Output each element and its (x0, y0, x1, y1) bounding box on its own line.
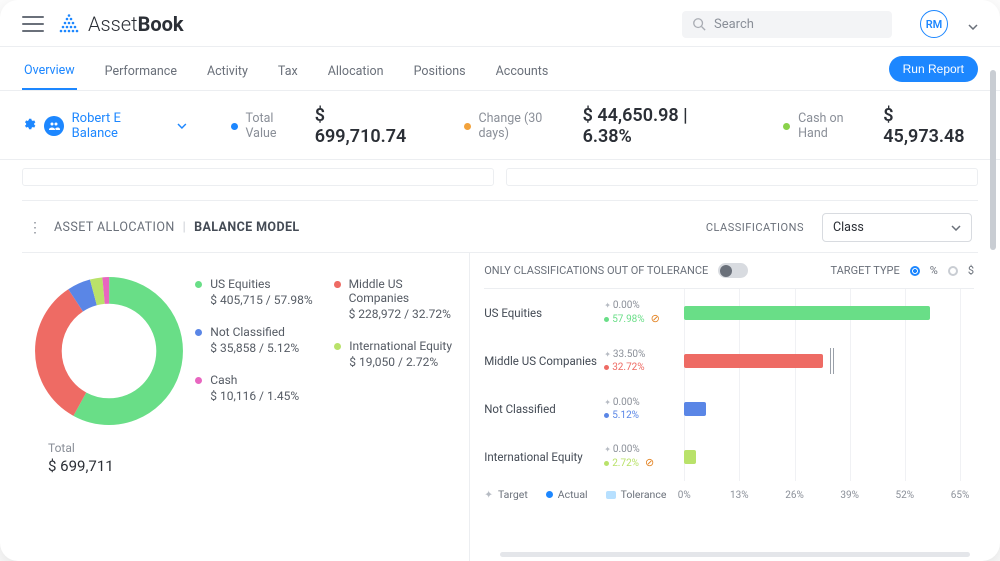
change-30-days: Change (30 days) $ 44,650.98 | 6.38% (464, 105, 740, 147)
tab-positions[interactable]: Positions (412, 54, 468, 89)
chevron-down-icon (177, 123, 187, 129)
scrollbar-vertical[interactable] (990, 70, 996, 250)
scrollbar-horizontal[interactable] (500, 552, 970, 557)
cash-on-hand: Cash on Hand $ 45,973.48 (783, 105, 978, 147)
summary-row: Robert E Balance Total Value $ 699,710.7… (0, 91, 1000, 160)
run-report-button[interactable]: Run Report (889, 56, 978, 82)
brand-name: AssetBook (88, 12, 184, 36)
tab-performance[interactable]: Performance (103, 54, 179, 89)
target-type-percent-radio[interactable] (910, 266, 920, 276)
asset-allocation-panel: ⋮ ASSET ALLOCATION|BALANCE MODEL CLASSIF… (22, 200, 978, 561)
allocation-left: Total $ 699,711 US Equities$ 405,715 / 5… (22, 253, 455, 561)
tab-overview[interactable]: Overview (22, 53, 77, 90)
bars-legend: ✦Target Actual Tolerance (484, 488, 666, 501)
classifications-select[interactable]: Class (822, 213, 972, 242)
legend-item: Not Classified$ 35,858 / 5.12% (195, 325, 316, 355)
search-input[interactable]: Search (682, 11, 892, 38)
chevron-down-icon (951, 225, 961, 231)
bar-row: International Equity0.00%2.72% ⊘ (484, 433, 968, 481)
placeholder-row (0, 160, 1000, 186)
client-selector[interactable]: Robert E Balance (22, 111, 187, 141)
panel-body: Total $ 699,711 US Equities$ 405,715 / 5… (22, 252, 978, 561)
tab-tax[interactable]: Tax (276, 54, 300, 89)
target-type-dollar-radio[interactable] (948, 266, 958, 276)
tab-allocation[interactable]: Allocation (326, 54, 386, 89)
legend-item: Cash$ 10,116 / 1.45% (195, 373, 316, 403)
tolerance-toggle-label: ONLY CLASSIFICATIONS OUT OF TOLERANCE (484, 264, 708, 277)
client-name: Robert E Balance (72, 111, 169, 141)
legend-item: International Equity$ 19,050 / 2.72% (334, 339, 455, 369)
gear-icon[interactable] (22, 117, 36, 135)
client-badge-icon (44, 116, 64, 136)
total-value: Total Value $ 699,710.74 (231, 105, 420, 147)
drag-handle-icon[interactable]: ⋮ (28, 220, 44, 236)
panel-title: ASSET ALLOCATION|BALANCE MODEL (54, 220, 300, 235)
brand: AssetBook (58, 12, 184, 36)
brand-logo-icon (58, 14, 80, 34)
donut-total: Total $ 699,711 (48, 441, 114, 475)
target-type-label: TARGET TYPE (830, 264, 899, 277)
bar-row: US Equities0.00%57.98% ⊘ (484, 289, 968, 337)
topbar: AssetBook Search RM (0, 0, 1000, 46)
bar-row: Middle US Companies33.50%32.72% (484, 337, 968, 385)
bar-row: Not Classified0.00%5.12% (484, 385, 968, 433)
tab-accounts[interactable]: Accounts (494, 54, 551, 89)
legend-item: Middle US Companies$ 228,972 / 32.72% (334, 277, 455, 321)
donut-legend: US Equities$ 405,715 / 57.98% Not Classif… (195, 271, 455, 561)
search-icon (692, 17, 706, 31)
tolerance-toggle[interactable] (718, 263, 748, 278)
panel-header: ⋮ ASSET ALLOCATION|BALANCE MODEL CLASSIF… (22, 201, 978, 252)
app-window: AssetBook Search RM Overview Performance A… (0, 0, 1000, 561)
classifications-label: CLASSIFICATIONS (706, 221, 804, 234)
tab-activity[interactable]: Activity (205, 54, 250, 89)
bars-scroll-area[interactable]: US Equities0.00%57.98% ⊘Middle US Compan… (484, 289, 974, 561)
user-avatar[interactable]: RM (920, 10, 948, 38)
legend-item: US Equities$ 405,715 / 57.98% (195, 277, 316, 307)
allocation-right: ONLY CLASSIFICATIONS OUT OF TOLERANCE TA… (469, 253, 978, 561)
right-controls: ONLY CLASSIFICATIONS OUT OF TOLERANCE TA… (484, 263, 974, 289)
donut-chart (29, 271, 189, 431)
user-menu-caret-icon[interactable] (968, 15, 978, 34)
menu-icon[interactable] (22, 16, 44, 32)
tabs-row: Overview Performance Activity Tax Allocation… (0, 46, 1000, 91)
